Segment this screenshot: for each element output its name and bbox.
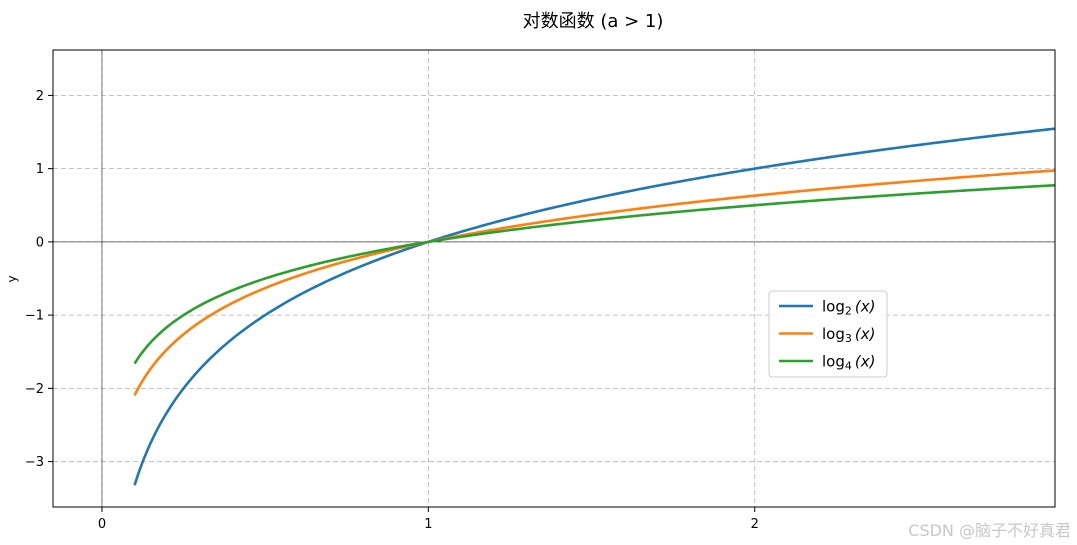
y-tick-label: −1 [25,309,44,324]
y-tick-label: 1 [36,162,44,177]
y-ticks: −3 −2 −1 0 1 2 [25,89,53,470]
legend: log2 (x) log3 (x) log4 (x) [768,290,888,378]
series-line-4 [133,183,1056,365]
y-axis-label: y [5,275,19,282]
legend-entry-label: log4 (x) [822,353,875,373]
grid-lines [53,50,1055,507]
series-lines [133,127,1056,486]
watermark: CSDN @脑子不好真君 [908,521,1071,540]
y-tick-label: 0 [36,235,44,250]
series-line-2 [133,127,1056,486]
y-tick-label: −2 [25,382,44,397]
legend-box [768,290,888,378]
x-ticks: 0 1 2 [98,507,759,532]
chart-title: 对数函数 (a > 1) [523,11,664,32]
legend-entry-label: log2 (x) [822,298,875,318]
zero-axis-lines [53,50,1055,507]
y-tick-label: −3 [25,455,44,470]
series-line-3 [133,169,1056,396]
plot-frame [52,49,1056,508]
legend-entry-label: log3 (x) [822,325,875,345]
x-tick-label: 2 [751,517,759,532]
y-tick-label: 2 [36,89,44,104]
x-tick-label: 1 [424,517,432,532]
x-tick-label: 0 [98,517,106,532]
